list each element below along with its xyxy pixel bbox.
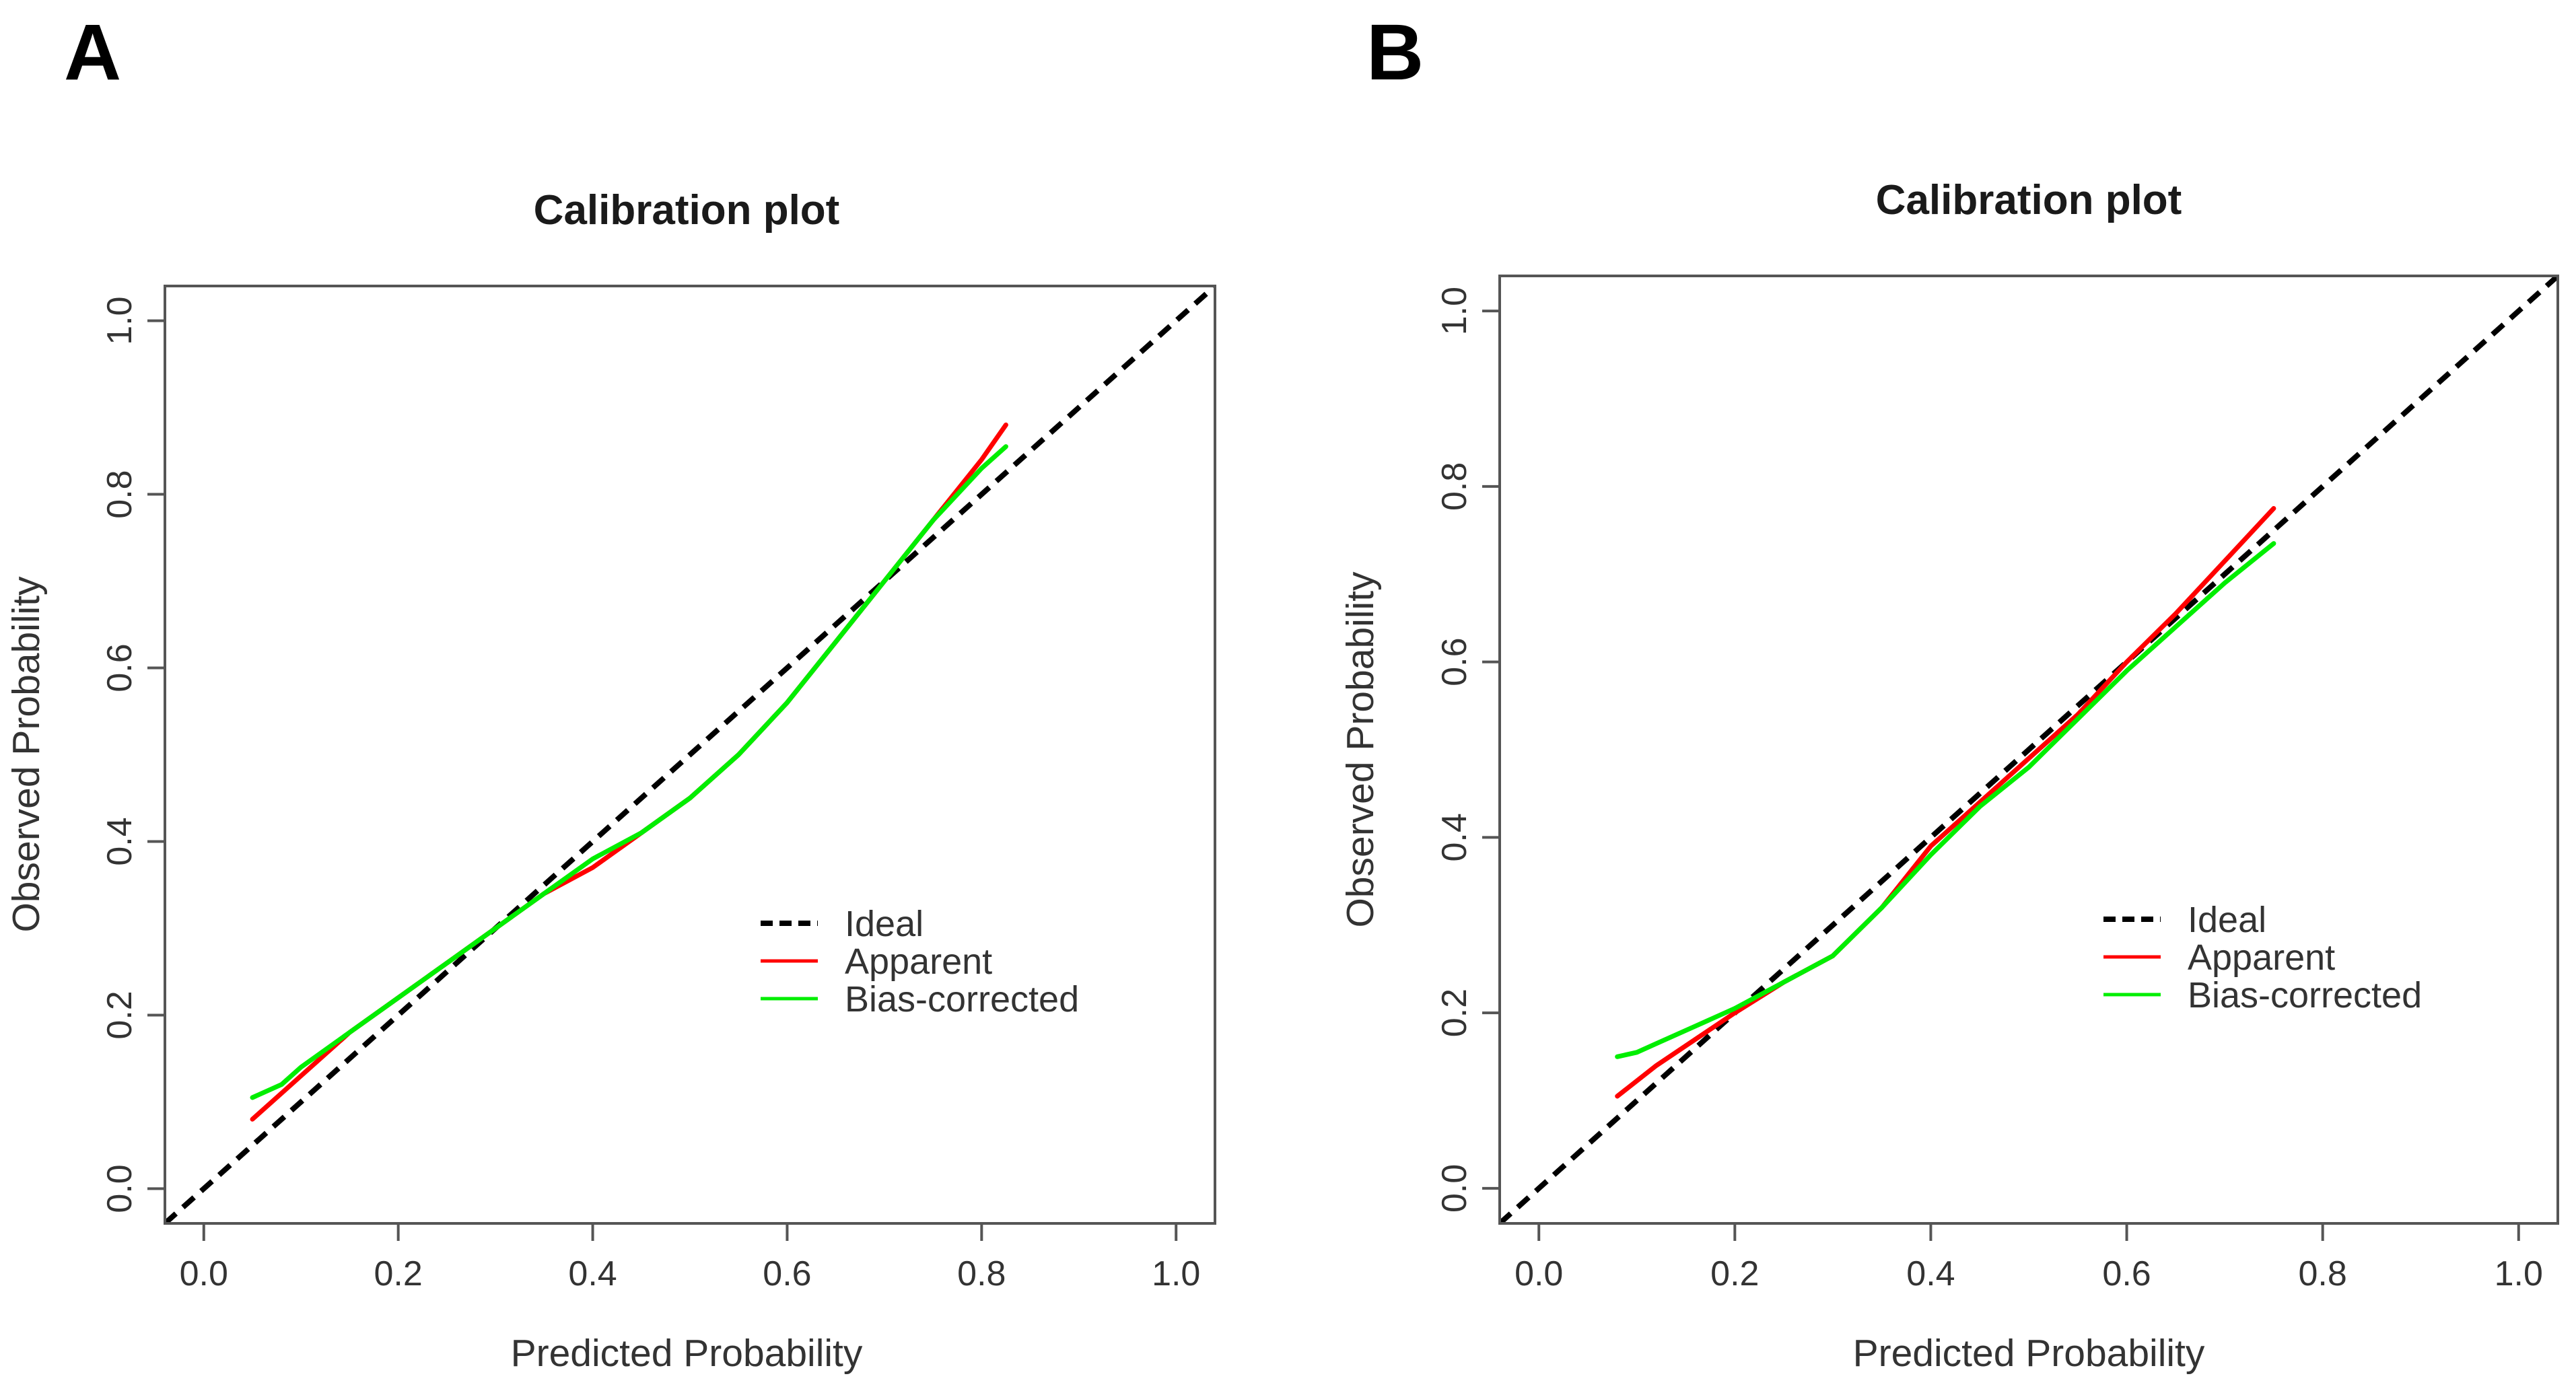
- series-line-apparent: [1615, 506, 2276, 1099]
- x-axis-label: Predicted Probability: [511, 1332, 863, 1375]
- x-tick-label: 1.0: [2495, 1254, 2543, 1293]
- panel-label: B: [1366, 8, 1424, 97]
- y-axis-label: Observed Probability: [5, 576, 48, 933]
- x-tick-label: 0.0: [180, 1254, 228, 1293]
- y-tick-label: 0.2: [1435, 989, 1474, 1037]
- panel-a: A Calibration plot 0.0 0.2 0.4 0.6 0.8 1.0 0.0 0.…: [5, 8, 1216, 1375]
- y-tick-label: 0.0: [100, 1164, 139, 1213]
- x-tick-label: 1.0: [1152, 1254, 1200, 1293]
- plot-frame: [164, 285, 1216, 1225]
- y-tick-label: 1.0: [100, 296, 139, 345]
- legend-entry: Bias-corrected: [2188, 975, 2422, 1015]
- y-tick-label: 0.4: [1435, 813, 1474, 861]
- y-axis-label: Observed Probability: [1339, 571, 1382, 928]
- panel-label: A: [64, 8, 121, 97]
- legend-entry: Apparent: [845, 941, 992, 982]
- y-tick-label: 0.0: [1435, 1164, 1474, 1213]
- series-line-bias-corrected: [1615, 541, 2276, 1059]
- y-tick-label: 0.4: [100, 817, 139, 865]
- y-tick-label: 0.2: [100, 991, 139, 1039]
- y-tick-label: 0.6: [1435, 637, 1474, 686]
- x-tick-label: 0.8: [957, 1254, 1006, 1293]
- x-tick-label: 0.2: [374, 1254, 423, 1293]
- y-tick-label: 0.8: [100, 470, 139, 518]
- chart-title: Calibration plot: [534, 187, 840, 234]
- y-tick-label: 0.6: [100, 643, 139, 692]
- legend-entry: Ideal: [2188, 900, 2266, 940]
- x-tick-label: 0.6: [763, 1254, 811, 1293]
- series-line-ideal: [165, 286, 1215, 1223]
- legend-entry: Bias-corrected: [845, 979, 1079, 1020]
- series-line-ideal: [1500, 276, 2558, 1223]
- series-line-bias-corrected: [250, 444, 1008, 1100]
- x-tick-label: 0.4: [568, 1254, 617, 1293]
- chart-title: Calibration plot: [1876, 177, 2182, 223]
- x-tick-label: 0.6: [2102, 1254, 2151, 1293]
- legend-entry: Apparent: [2188, 937, 2335, 978]
- x-tick-label: 0.0: [1515, 1254, 1563, 1293]
- x-tick-label: 0.4: [1906, 1254, 1955, 1293]
- x-tick-label: 0.2: [1710, 1254, 1759, 1293]
- y-tick-label: 1.0: [1435, 287, 1474, 335]
- y-tick-label: 0.8: [1435, 462, 1474, 511]
- x-axis-label: Predicted Probability: [1853, 1332, 2205, 1375]
- x-tick-label: 0.8: [2299, 1254, 2347, 1293]
- legend-entry: Ideal: [845, 904, 924, 944]
- plot-frame: [1498, 275, 2559, 1225]
- panel-b: B Calibration plot 0.0 0.2 0.4 0.6 0.8 1.0 0.0 0.…: [1339, 8, 2559, 1375]
